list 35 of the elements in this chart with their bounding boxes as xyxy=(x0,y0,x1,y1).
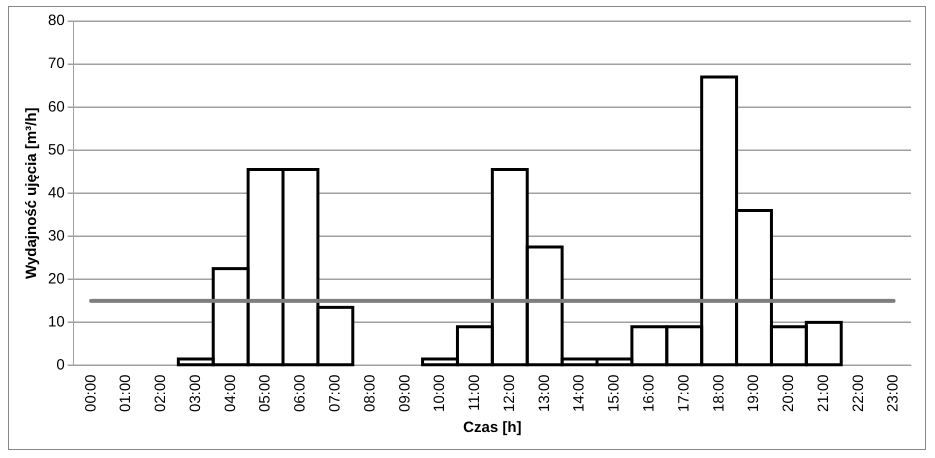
x-tick-label: 08:00 xyxy=(361,374,378,412)
y-tick-label: 60 xyxy=(48,98,65,116)
x-tick-label: 16:00 xyxy=(640,374,658,412)
x-tick-label: 06:00 xyxy=(292,374,309,412)
x-tick-label: 04:00 xyxy=(222,374,239,412)
x-tick-label: 01:00 xyxy=(117,374,134,412)
y-tick-label: 20 xyxy=(48,270,65,288)
x-axis-title: Czas [h] xyxy=(463,419,522,436)
x-tick-label: 09:00 xyxy=(396,374,414,412)
x-tick-label: 10:00 xyxy=(431,374,448,412)
x-tick-label: 19:00 xyxy=(745,374,762,412)
y-tick-label: 40 xyxy=(48,184,65,202)
y-tick-label: 30 xyxy=(48,227,65,244)
x-tick-label: 17:00 xyxy=(675,374,692,412)
x-tick-label: 13:00 xyxy=(536,374,553,412)
y-tick-label: 50 xyxy=(48,141,65,158)
x-tick-label: 02:00 xyxy=(152,374,170,412)
y-axis-title: Wydajność ujęcia [m³/h] xyxy=(23,108,40,279)
x-tick-label: 00:00 xyxy=(82,374,100,412)
x-tick-label: 20:00 xyxy=(780,374,798,412)
x-tick-label: 05:00 xyxy=(256,374,274,412)
x-tick-label: 21:00 xyxy=(814,374,832,412)
y-tick-label: 80 xyxy=(48,12,65,30)
y-tick-label: 10 xyxy=(48,314,65,331)
x-tick-label: 15:00 xyxy=(606,374,623,412)
x-tick-label: 22:00 xyxy=(850,374,867,412)
x-tick-label: 18:00 xyxy=(710,374,728,412)
y-tick-label: 70 xyxy=(48,55,65,72)
y-tick-label: 0 xyxy=(56,356,65,374)
x-tick-label: 14:00 xyxy=(570,374,588,412)
x-tick-label: 11:00 xyxy=(466,374,484,411)
x-tick-label: 23:00 xyxy=(884,374,902,412)
x-tick-label: 03:00 xyxy=(186,374,204,412)
x-tick-label: 07:00 xyxy=(326,374,344,412)
x-tick-label: 12:00 xyxy=(500,374,518,412)
